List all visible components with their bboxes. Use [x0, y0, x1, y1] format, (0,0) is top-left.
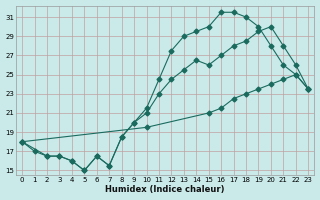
X-axis label: Humidex (Indice chaleur): Humidex (Indice chaleur)	[106, 185, 225, 194]
